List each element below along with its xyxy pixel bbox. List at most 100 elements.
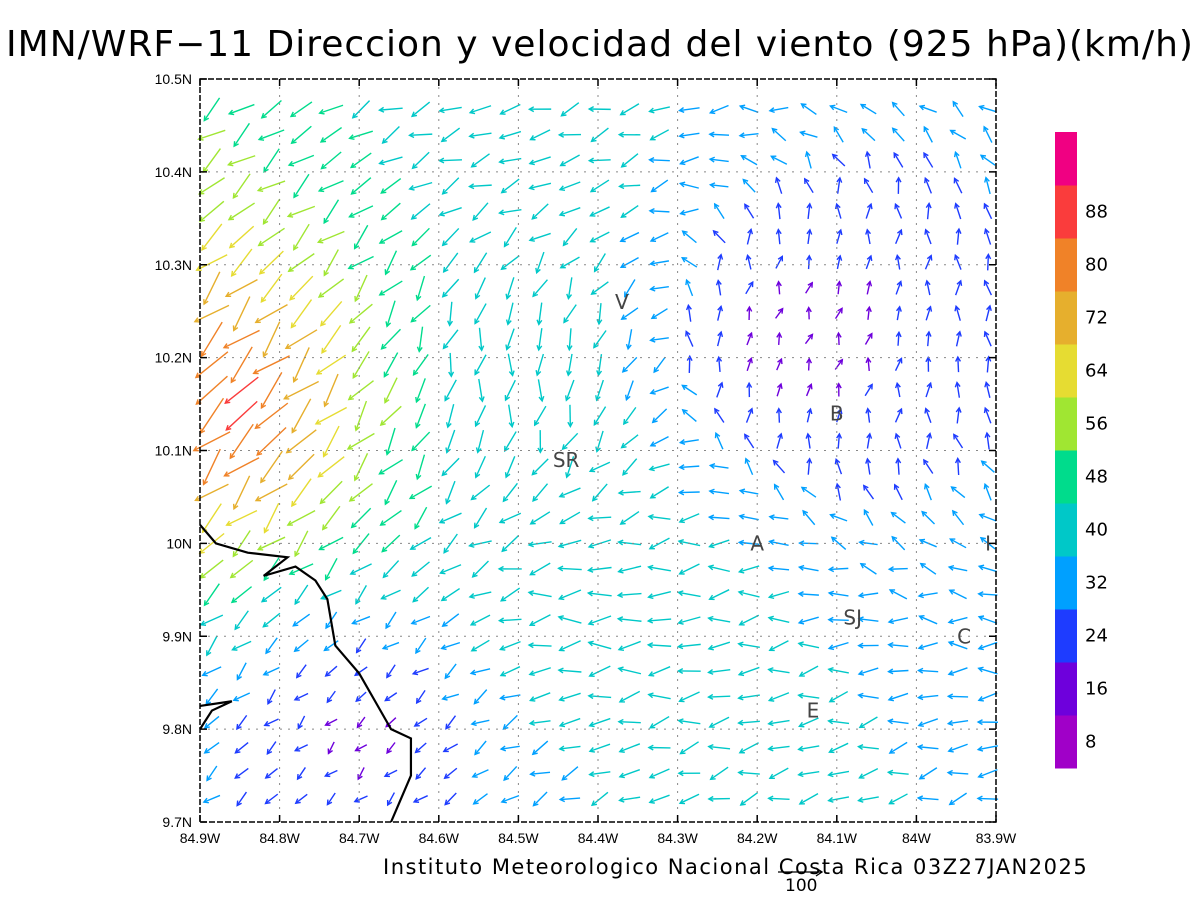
wind-vector-head bbox=[836, 280, 843, 287]
wind-vector bbox=[354, 795, 368, 803]
wind-vector-head bbox=[588, 466, 596, 473]
wind-vector-head bbox=[472, 799, 479, 805]
wind-vector bbox=[775, 177, 783, 194]
wind-vector bbox=[260, 450, 283, 483]
wind-vector-head bbox=[623, 291, 630, 298]
wind-vector bbox=[293, 173, 310, 198]
wind-vector-head bbox=[708, 156, 715, 163]
wind-vector bbox=[919, 105, 937, 113]
wind-vector-head bbox=[677, 619, 684, 625]
wind-vector bbox=[867, 358, 870, 372]
wind-vector-head bbox=[619, 262, 627, 268]
wind-vector-head bbox=[415, 422, 421, 429]
wind-vector-head bbox=[650, 313, 657, 320]
wind-vector-head bbox=[798, 799, 805, 805]
wind-vector-head bbox=[348, 317, 356, 324]
wind-vector bbox=[499, 208, 522, 214]
wind-vector bbox=[379, 459, 403, 475]
wind-vector bbox=[859, 541, 878, 546]
wind-vector-head bbox=[262, 670, 269, 676]
wind-vector-head bbox=[926, 305, 933, 312]
wind-vector-head bbox=[863, 177, 870, 184]
wind-vector bbox=[352, 351, 370, 379]
wind-vector-head bbox=[681, 230, 688, 237]
wind-vector bbox=[926, 280, 931, 296]
wind-vector-head bbox=[412, 596, 419, 603]
wind-vector-head bbox=[232, 503, 239, 511]
colorbar-label: 88 bbox=[1085, 202, 1108, 223]
wind-vector bbox=[354, 274, 368, 302]
wind-vector bbox=[529, 156, 551, 165]
wind-vector-head bbox=[445, 498, 451, 505]
wind-vector bbox=[414, 506, 428, 529]
wind-vector bbox=[651, 308, 668, 319]
colorbar-segment bbox=[1055, 556, 1077, 610]
wind-vector bbox=[194, 304, 230, 323]
wind-vector-head bbox=[441, 470, 448, 477]
wind-vector bbox=[955, 306, 961, 321]
wind-vector-head bbox=[953, 177, 960, 184]
wind-vector bbox=[318, 230, 345, 243]
wind-vector-head bbox=[232, 695, 239, 702]
wind-vector-head bbox=[923, 125, 929, 133]
wind-vector-head bbox=[256, 449, 263, 456]
wind-vector-head bbox=[229, 453, 236, 460]
wind-vector bbox=[530, 771, 551, 775]
wind-vector-head bbox=[797, 692, 804, 699]
wind-vector bbox=[201, 223, 223, 251]
wind-vector bbox=[529, 182, 552, 189]
wind-vector bbox=[203, 583, 220, 606]
wind-vector bbox=[621, 153, 639, 168]
wind-vector bbox=[472, 769, 489, 778]
wind-vector-head bbox=[916, 694, 924, 701]
wind-vector-head bbox=[264, 798, 271, 805]
wind-vector bbox=[894, 358, 903, 372]
wind-vector-head bbox=[866, 280, 873, 287]
wind-vector-head bbox=[478, 396, 485, 403]
wind-vector bbox=[236, 791, 248, 806]
wind-vector bbox=[201, 321, 223, 357]
wind-vector-head bbox=[236, 723, 242, 731]
wind-vector bbox=[589, 461, 611, 472]
wind-vector bbox=[984, 483, 992, 501]
wind-vector-head bbox=[857, 592, 865, 599]
wind-vector bbox=[746, 255, 752, 270]
wind-vector bbox=[746, 358, 752, 372]
place-label-sj: SJ bbox=[843, 606, 862, 630]
wind-vector bbox=[832, 154, 846, 167]
wind-vector-head bbox=[590, 289, 597, 295]
wind-vector bbox=[229, 225, 255, 249]
wind-vector-head bbox=[314, 419, 321, 425]
wind-vector bbox=[805, 282, 813, 294]
wind-vector-head bbox=[292, 621, 299, 627]
wind-vector-head bbox=[799, 130, 806, 137]
wind-vector-head bbox=[262, 621, 269, 628]
footer-credit: Instituto Meteorologico Nacional Costa R… bbox=[383, 855, 1089, 879]
place-label-i: I bbox=[985, 531, 991, 555]
wind-vector bbox=[918, 694, 939, 699]
wind-vector-head bbox=[353, 243, 360, 250]
wind-vector bbox=[957, 357, 960, 373]
wind-vector-head bbox=[499, 694, 506, 701]
wind-vector-head bbox=[325, 622, 331, 630]
wind-vector bbox=[384, 377, 398, 403]
wind-vector-head bbox=[649, 135, 656, 141]
wind-vector-head bbox=[353, 670, 361, 677]
wind-vector bbox=[948, 720, 969, 725]
wind-vector bbox=[475, 277, 486, 299]
wind-vector bbox=[262, 198, 281, 225]
wind-vector bbox=[506, 328, 515, 350]
wind-vector bbox=[892, 127, 905, 142]
wind-vector-head bbox=[290, 322, 297, 329]
wind-vector-head bbox=[441, 188, 448, 195]
wind-vector-head bbox=[647, 593, 654, 600]
wind-vector bbox=[625, 380, 634, 400]
wind-vector bbox=[320, 300, 343, 327]
wind-vector-head bbox=[203, 600, 210, 607]
wind-vector bbox=[506, 277, 515, 299]
wind-vector bbox=[500, 103, 521, 115]
wind-vector bbox=[895, 433, 902, 449]
wind-vector bbox=[859, 592, 879, 597]
wind-vector bbox=[777, 203, 781, 220]
coastline-segment bbox=[199, 524, 413, 823]
